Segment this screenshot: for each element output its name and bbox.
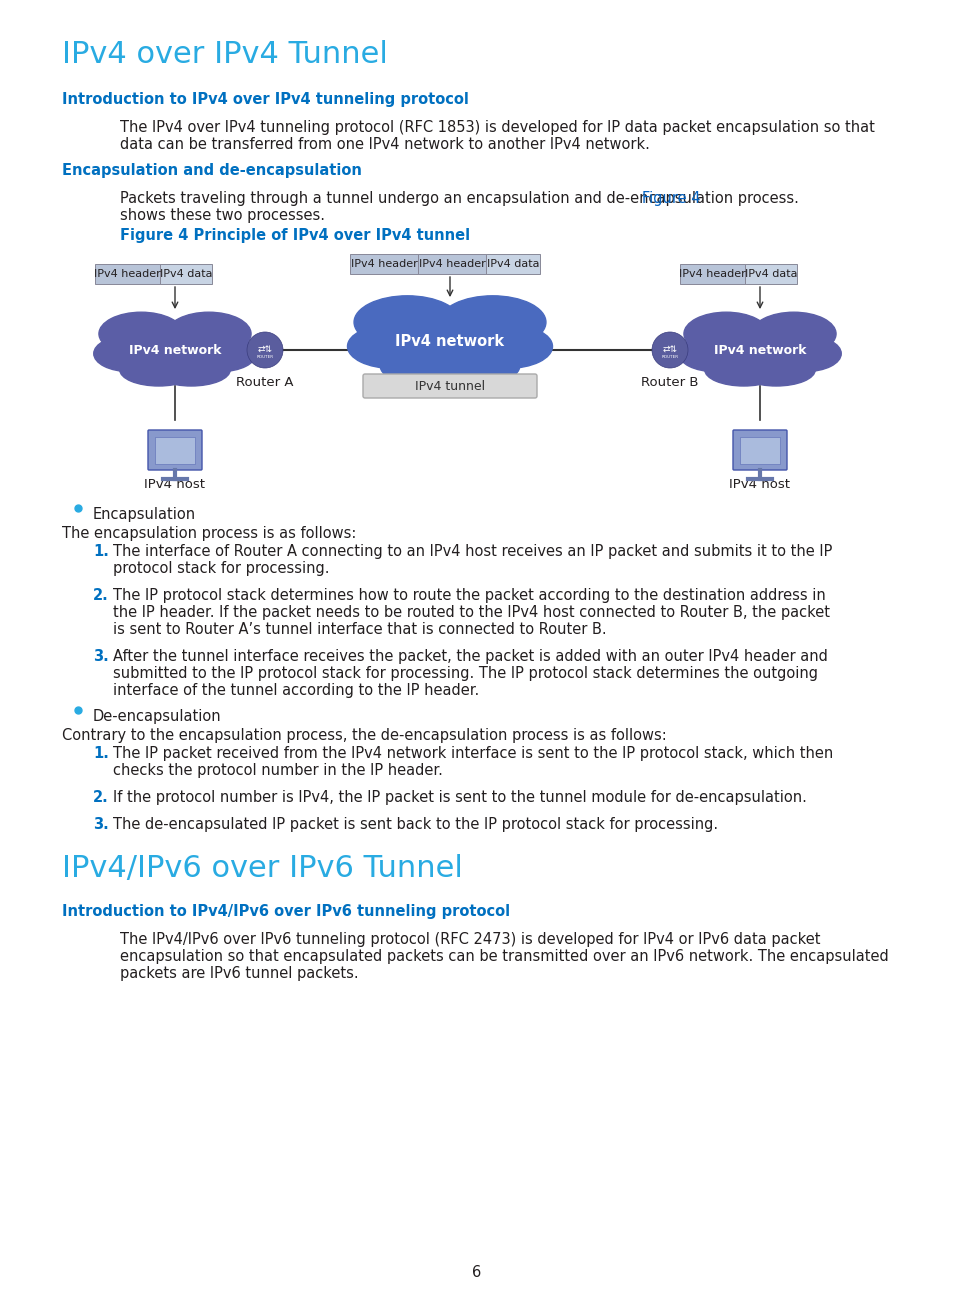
FancyBboxPatch shape — [160, 264, 212, 283]
Text: Router A: Router A — [236, 377, 294, 389]
Text: ⇄⇅: ⇄⇅ — [257, 345, 273, 355]
Text: The IPv4/IPv6 over IPv6 tunneling protocol (RFC 2473) is developed for IPv4 or I: The IPv4/IPv6 over IPv6 tunneling protoc… — [120, 932, 820, 947]
Ellipse shape — [751, 312, 835, 356]
Ellipse shape — [439, 296, 545, 348]
Ellipse shape — [695, 321, 824, 379]
FancyBboxPatch shape — [679, 264, 744, 283]
Text: checks the protocol number in the IP header.: checks the protocol number in the IP hea… — [112, 763, 442, 778]
FancyBboxPatch shape — [417, 254, 485, 274]
Ellipse shape — [120, 353, 197, 386]
Ellipse shape — [354, 296, 460, 348]
Text: Introduction to IPv4 over IPv4 tunneling protocol: Introduction to IPv4 over IPv4 tunneling… — [62, 92, 468, 107]
Text: The interface of Router A connecting to an IPv4 host receives an IP packet and s: The interface of Router A connecting to … — [112, 543, 832, 559]
Text: IPv4 header: IPv4 header — [351, 259, 416, 269]
Text: IPv4 host: IPv4 host — [729, 477, 790, 490]
Text: After the tunnel interface receives the packet, the packet is added with an oute: After the tunnel interface receives the … — [112, 650, 827, 664]
Text: The de-encapsulated IP packet is sent back to the IP protocol stack for processi: The de-encapsulated IP packet is sent ba… — [112, 817, 718, 832]
Text: the IP header. If the packet needs to be routed to the IPv4 host connected to Ro: the IP header. If the packet needs to be… — [112, 606, 829, 620]
Ellipse shape — [368, 307, 532, 377]
Ellipse shape — [678, 335, 749, 371]
Text: Introduction to IPv4/IPv6 over IPv6 tunneling protocol: Introduction to IPv4/IPv6 over IPv6 tunn… — [62, 905, 510, 919]
FancyBboxPatch shape — [740, 437, 780, 465]
Text: Packets traveling through a tunnel undergo an encapsulation and de-encapsulation: Packets traveling through a tunnel under… — [120, 192, 802, 206]
Text: 1.: 1. — [92, 543, 109, 559]
Text: The IP packet received from the IPv4 network interface is sent to the IP protoco: The IP packet received from the IPv4 net… — [112, 747, 832, 761]
Ellipse shape — [152, 353, 230, 386]
Text: 3.: 3. — [92, 817, 109, 832]
Text: The encapsulation process is as follows:: The encapsulation process is as follows: — [62, 525, 356, 541]
FancyBboxPatch shape — [350, 254, 417, 274]
Ellipse shape — [769, 335, 841, 371]
Text: interface of the tunnel according to the IP header.: interface of the tunnel according to the… — [112, 683, 478, 697]
Text: IPv4 data: IPv4 data — [486, 259, 538, 269]
Text: IPv4 network: IPv4 network — [129, 343, 221, 357]
Text: ROUTER: ROUTER — [660, 355, 678, 358]
Text: shows these two processes.: shows these two processes. — [120, 208, 325, 223]
Text: IPv4 header: IPv4 header — [679, 269, 745, 280]
Text: Router B: Router B — [640, 377, 698, 389]
Text: Encapsulation and de-encapsulation: Encapsulation and de-encapsulation — [62, 163, 361, 179]
Circle shape — [247, 333, 283, 367]
Text: ROUTER: ROUTER — [256, 355, 274, 358]
Circle shape — [651, 333, 687, 367]
Text: data can be transferred from one IPv4 network to another IPv4 network.: data can be transferred from one IPv4 ne… — [120, 137, 649, 151]
Ellipse shape — [347, 325, 437, 369]
Text: 3.: 3. — [92, 650, 109, 664]
FancyBboxPatch shape — [95, 264, 160, 283]
Ellipse shape — [683, 312, 768, 356]
Text: 1.: 1. — [92, 747, 109, 761]
Text: IPv4 header: IPv4 header — [418, 259, 485, 269]
Ellipse shape — [185, 335, 256, 371]
Ellipse shape — [99, 312, 183, 356]
Text: IPv4 tunnel: IPv4 tunnel — [415, 379, 484, 392]
Ellipse shape — [421, 347, 519, 386]
Text: Figure 4 Principle of IPv4 over IPv4 tunnel: Figure 4 Principle of IPv4 over IPv4 tun… — [120, 228, 470, 243]
Text: The IPv4 over IPv4 tunneling protocol (RFC 1853) is developed for IP data packet: The IPv4 over IPv4 tunneling protocol (R… — [120, 120, 874, 135]
FancyBboxPatch shape — [148, 430, 202, 470]
Ellipse shape — [462, 325, 552, 369]
Text: 6: 6 — [472, 1266, 481, 1280]
FancyBboxPatch shape — [363, 374, 537, 399]
Text: is sent to Router A’s tunnel interface that is connected to Router B.: is sent to Router A’s tunnel interface t… — [112, 622, 606, 637]
Ellipse shape — [380, 347, 478, 386]
Text: submitted to the IP protocol stack for processing. The IP protocol stack determi: submitted to the IP protocol stack for p… — [112, 666, 817, 681]
Ellipse shape — [93, 335, 165, 371]
Ellipse shape — [737, 353, 815, 386]
Text: IPv4 over IPv4 Tunnel: IPv4 over IPv4 Tunnel — [62, 40, 388, 69]
Text: IPv4 data: IPv4 data — [744, 269, 797, 280]
FancyBboxPatch shape — [485, 254, 539, 274]
Text: 2.: 2. — [92, 587, 109, 603]
FancyBboxPatch shape — [732, 430, 786, 470]
Text: The IP protocol stack determines how to route the packet according to the destin: The IP protocol stack determines how to … — [112, 587, 825, 603]
FancyBboxPatch shape — [744, 264, 796, 283]
FancyBboxPatch shape — [154, 437, 194, 465]
Text: protocol stack for processing.: protocol stack for processing. — [112, 562, 329, 576]
Text: IPv4 header: IPv4 header — [94, 269, 161, 280]
Text: If the protocol number is IPv4, the IP packet is sent to the tunnel module for d: If the protocol number is IPv4, the IP p… — [112, 791, 806, 805]
Text: De-encapsulation: De-encapsulation — [92, 709, 221, 725]
Ellipse shape — [167, 312, 251, 356]
Text: packets are IPv6 tunnel packets.: packets are IPv6 tunnel packets. — [120, 967, 358, 981]
Text: Figure 4: Figure 4 — [641, 192, 700, 206]
Text: IPv4 network: IPv4 network — [713, 343, 805, 357]
Text: encapsulation so that encapsulated packets can be transmitted over an IPv6 netwo: encapsulation so that encapsulated packe… — [120, 949, 888, 964]
Text: IPv4/IPv6 over IPv6 Tunnel: IPv4/IPv6 over IPv6 Tunnel — [62, 854, 462, 883]
Ellipse shape — [110, 321, 240, 379]
Ellipse shape — [704, 353, 781, 386]
Text: IPv4 host: IPv4 host — [144, 477, 205, 490]
Text: Encapsulation: Encapsulation — [92, 507, 196, 521]
Text: 2.: 2. — [92, 791, 109, 805]
Text: IPv4 data: IPv4 data — [159, 269, 212, 280]
Text: Contrary to the encapsulation process, the de-encapsulation process is as follow: Contrary to the encapsulation process, t… — [62, 729, 666, 743]
Text: IPv4 network: IPv4 network — [395, 335, 504, 349]
Text: ⇄⇅: ⇄⇅ — [661, 345, 677, 355]
